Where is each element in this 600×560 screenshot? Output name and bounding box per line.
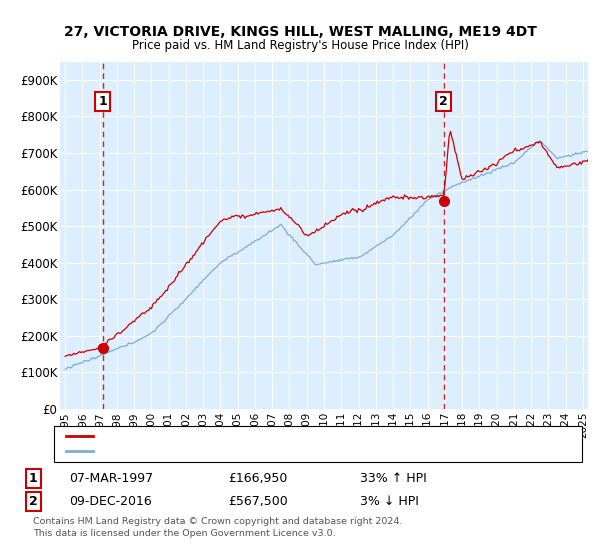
Text: Contains HM Land Registry data © Crown copyright and database right 2024.: Contains HM Land Registry data © Crown c… bbox=[33, 517, 403, 526]
Text: 1: 1 bbox=[29, 472, 37, 486]
Text: 07-MAR-1997: 07-MAR-1997 bbox=[69, 472, 153, 486]
Text: HPI: Average price, detached house, Tonbridge and Malling: HPI: Average price, detached house, Tonb… bbox=[99, 446, 407, 456]
Text: 33% ↑ HPI: 33% ↑ HPI bbox=[360, 472, 427, 486]
Text: 3% ↓ HPI: 3% ↓ HPI bbox=[360, 494, 419, 508]
Text: 27, VICTORIA DRIVE, KINGS HILL, WEST MALLING, ME19 4DT: 27, VICTORIA DRIVE, KINGS HILL, WEST MAL… bbox=[64, 25, 536, 39]
Text: 1: 1 bbox=[98, 95, 107, 108]
Text: 2: 2 bbox=[439, 95, 448, 108]
Text: This data is licensed under the Open Government Licence v3.0.: This data is licensed under the Open Gov… bbox=[33, 529, 335, 538]
Text: 27, VICTORIA DRIVE, KINGS HILL, WEST MALLING, ME19 4DT (detached house): 27, VICTORIA DRIVE, KINGS HILL, WEST MAL… bbox=[99, 431, 508, 441]
Text: Price paid vs. HM Land Registry's House Price Index (HPI): Price paid vs. HM Land Registry's House … bbox=[131, 39, 469, 52]
Text: 09-DEC-2016: 09-DEC-2016 bbox=[69, 494, 152, 508]
Text: £567,500: £567,500 bbox=[228, 494, 288, 508]
Text: £166,950: £166,950 bbox=[228, 472, 287, 486]
Text: 2: 2 bbox=[29, 494, 37, 508]
